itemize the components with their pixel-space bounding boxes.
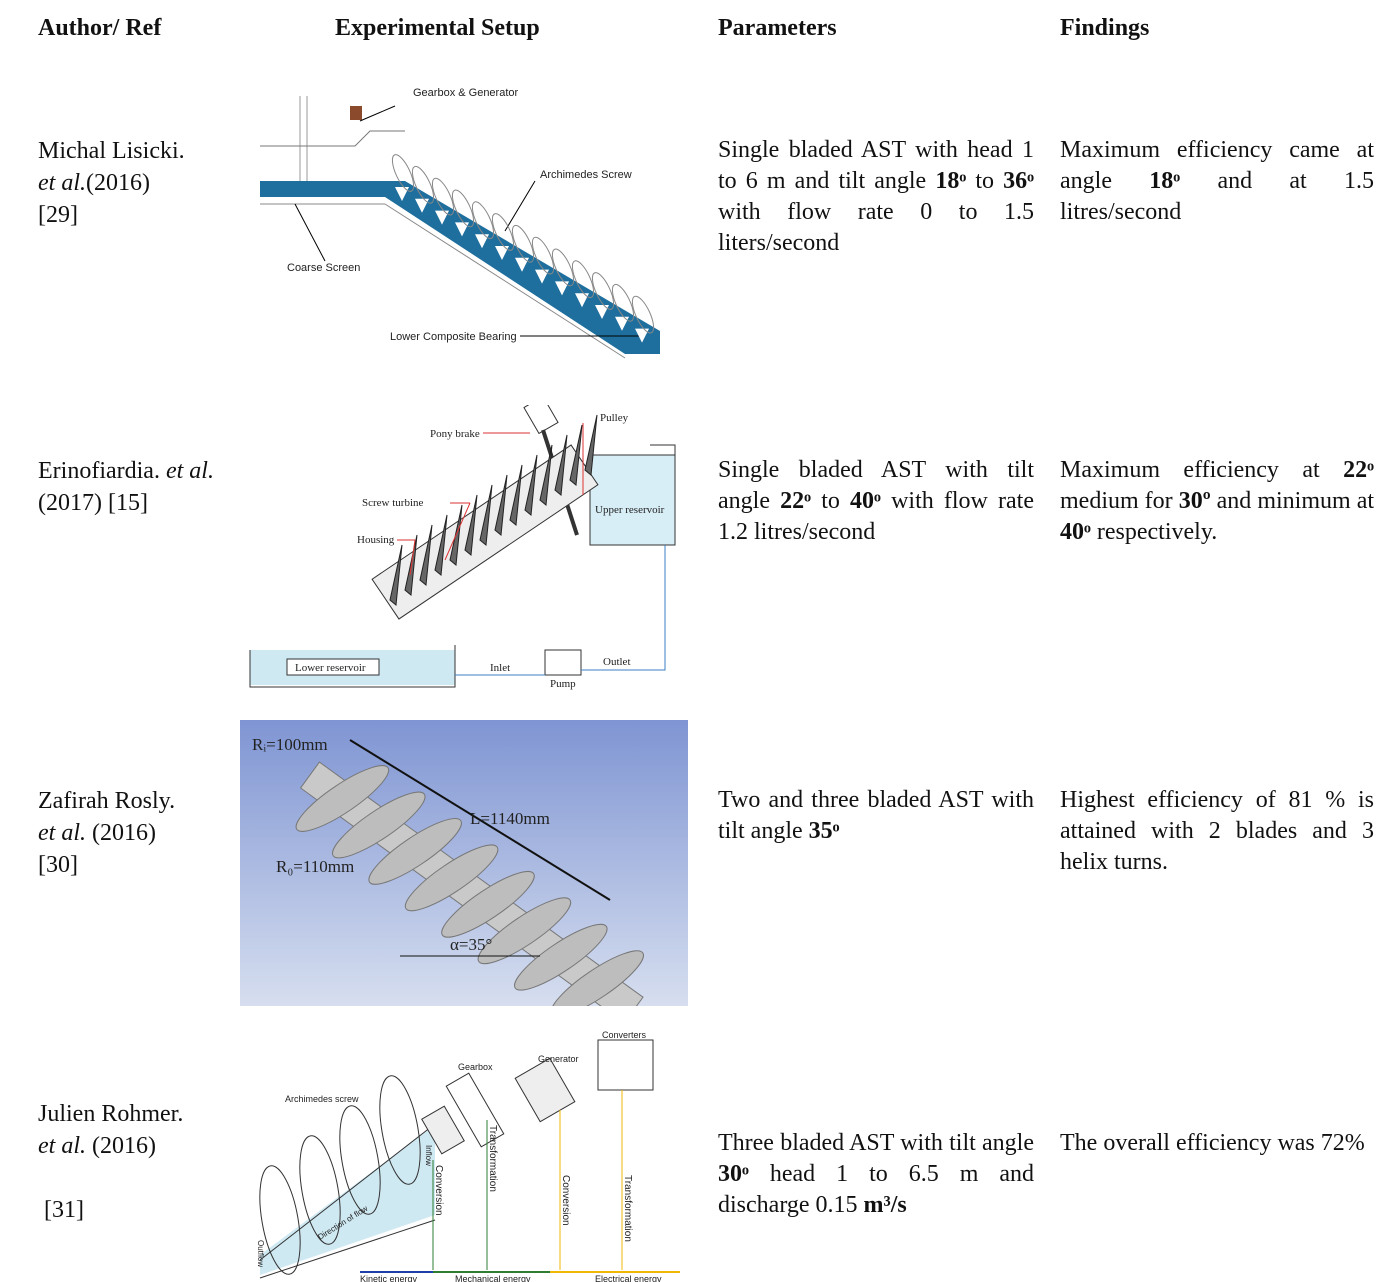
- text-segment: Maximum efficiency at: [1060, 457, 1343, 483]
- header-findings: Findings: [1060, 15, 1149, 42]
- parameters: Single bladed AST with tilt angle 22ᵒ to…: [718, 455, 1034, 548]
- figure-label: Mechanical energy: [455, 1274, 531, 1282]
- author-ref: [15]: [108, 490, 148, 516]
- author-ref: [29]: [38, 202, 78, 228]
- math-term: 36ᵒ: [1003, 168, 1034, 194]
- author: Michal Lisicki. et al.(2016) [29]: [38, 135, 223, 231]
- author-name: Erinofiardia.: [38, 458, 160, 484]
- figure-label: Electrical energy: [595, 1274, 662, 1282]
- figure: Converters Generator Gearbox Archimedes …: [250, 1030, 690, 1282]
- math-term: 30ᵒ: [718, 1161, 749, 1187]
- text-segment: Three bladed AST with tilt angle: [718, 1130, 1034, 1156]
- math-term: 40ᵒ: [1060, 519, 1091, 545]
- text-segment: Two and three bladed AST with tilt angle: [718, 787, 1034, 844]
- findings: The overall efficiency was 72%: [1060, 1128, 1374, 1159]
- figure-label: Pulley: [600, 412, 629, 424]
- figure-label: Generator: [538, 1054, 579, 1064]
- author-year: (2017): [38, 490, 102, 516]
- math-term: 22ᵒ: [780, 488, 811, 514]
- findings: Maximum efficiency at 22ᵒ medium for 30º…: [1060, 455, 1374, 548]
- header-parameters: Parameters: [718, 15, 837, 42]
- figure-label: Kinetic energy: [360, 1274, 418, 1282]
- figure: Gearbox & Generator Archimedes Screw Coa…: [255, 86, 665, 364]
- parameters: Single bladed AST with head 1 to 6 m and…: [718, 135, 1034, 259]
- author-etal: et al.: [38, 1133, 86, 1159]
- findings: Highest efficiency of 81 % is attained w…: [1060, 785, 1374, 878]
- text-segment: The overall efficiency was 72%: [1060, 1130, 1365, 1156]
- figure-label: Outlet: [603, 656, 631, 668]
- figure-label: Coarse Screen: [287, 262, 360, 274]
- page: Author/ Ref Experimental Setup Parameter…: [0, 0, 1378, 1282]
- author-name: Julien Rohmer.: [38, 1101, 183, 1127]
- text-segment: to: [966, 168, 1003, 194]
- figure-label: Lower Composite Bearing: [390, 331, 517, 343]
- figure: Rᵢ=100mm L=1140mm R₀=110mm α=35°: [240, 720, 688, 1006]
- text-segment: respectively.: [1091, 519, 1217, 545]
- figure-label: Transformation: [487, 1125, 498, 1192]
- math-term: 40ᵒ: [850, 488, 881, 514]
- text-segment: Highest efficiency of 81 % is attained w…: [1060, 787, 1374, 875]
- figure-label: Gearbox & Generator: [413, 87, 519, 99]
- text-segment: to: [811, 488, 850, 514]
- author: Erinofiardia. et al. (2017) [15]: [38, 455, 223, 519]
- author-ref: [30]: [38, 852, 78, 878]
- figure-label: Rᵢ=100mm: [252, 735, 328, 754]
- header-setup: Experimental Setup: [335, 15, 540, 42]
- figure-label: α=35°: [450, 935, 492, 954]
- figure-label: Transformation: [622, 1175, 633, 1242]
- parameters: Two and three bladed AST with tilt angle…: [718, 785, 1034, 847]
- author-name: Michal Lisicki.: [38, 138, 185, 164]
- figure-label: Gearbox: [458, 1062, 493, 1072]
- figure-label: Inflow: [424, 1145, 433, 1166]
- text-segment: and minimum at: [1211, 488, 1374, 514]
- figure-label: Pony brake: [430, 428, 480, 440]
- figure-label: L=1140mm: [470, 809, 550, 828]
- figure-label: Archimedes screw: [285, 1094, 359, 1104]
- figure-label: Screw turbine: [362, 497, 424, 509]
- math-term: 18ᵒ: [935, 168, 966, 194]
- author-year: (2016): [86, 170, 150, 196]
- figure-label: Inlet: [490, 662, 510, 674]
- author-name: Zafirah Rosly.: [38, 788, 175, 814]
- figure-label: Pump: [550, 678, 576, 690]
- figure-label: Converters: [602, 1030, 647, 1040]
- math-term: 30º: [1179, 488, 1211, 514]
- figure-label: Conversion: [433, 1165, 444, 1216]
- author: Zafirah Rosly. et al. (2016) [30]: [38, 785, 223, 881]
- figure-label: Outflow: [256, 1240, 265, 1267]
- math-term: 22ᵒ: [1343, 457, 1374, 483]
- findings: Maximum efficiency came at angle 18ᵒ and…: [1060, 135, 1374, 228]
- math-term: 35ᵒ: [809, 818, 840, 844]
- author-year: (2016): [92, 1133, 156, 1159]
- math-term: m³/s: [864, 1192, 907, 1218]
- header-author: Author/ Ref: [38, 15, 161, 42]
- text-segment: medium for: [1060, 488, 1179, 514]
- author-etal: et al.: [38, 170, 86, 196]
- figure-label: Lower reservoir: [295, 662, 366, 674]
- figure: Pony brake Pulley Screw turbine Housing …: [245, 405, 680, 692]
- author-year: (2016): [92, 820, 156, 846]
- author-etal: et al.: [38, 820, 86, 846]
- text-segment: with flow rate 0 to 1.5 liters/second: [718, 199, 1034, 256]
- figure-label: Housing: [357, 534, 395, 546]
- author: Julien Rohmer. et al. (2016) [31]: [38, 1098, 223, 1226]
- math-term: 18ᵒ: [1149, 168, 1180, 194]
- figure-label: R₀=110mm: [276, 857, 354, 876]
- figure-label: Upper reservoir: [595, 504, 665, 516]
- parameters: Three bladed AST with tilt angle 30ᵒ hea…: [718, 1128, 1034, 1221]
- figure-label: Archimedes Screw: [540, 169, 632, 181]
- author-etal: et al.: [166, 458, 214, 484]
- author-ref: [31]: [44, 1197, 84, 1223]
- figure-label: Conversion: [560, 1175, 571, 1226]
